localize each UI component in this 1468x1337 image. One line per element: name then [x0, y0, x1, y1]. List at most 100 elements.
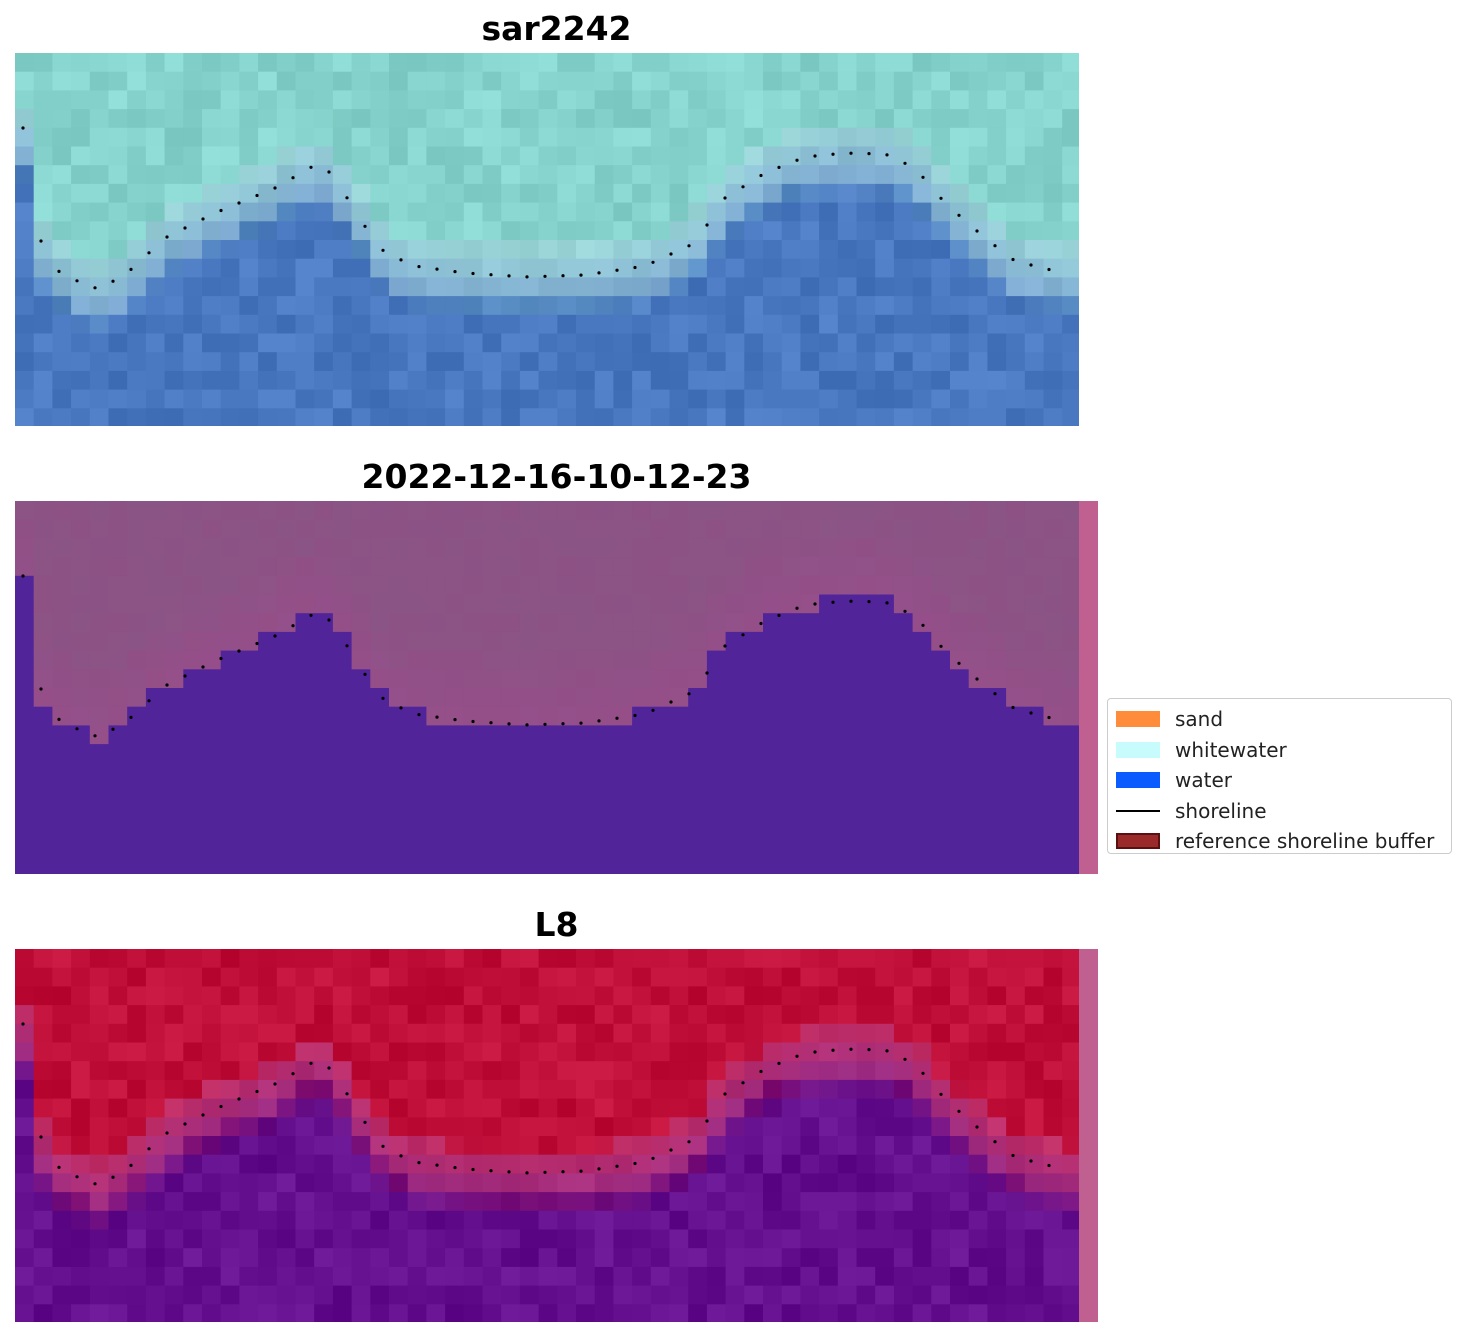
pixel-cell [781, 1173, 801, 1193]
pixel-cell [15, 221, 35, 241]
pixel-cell [183, 1248, 203, 1268]
pixel-cell [613, 650, 633, 670]
pixel-cell [1043, 744, 1063, 764]
pixel-cell [1043, 109, 1063, 129]
pixel-cell [33, 1117, 53, 1137]
pixel-cell [968, 594, 988, 614]
pixel-cell [893, 1079, 914, 1100]
pixel-cell [164, 389, 184, 409]
pixel-cell [931, 706, 951, 726]
pixel-cell [389, 370, 409, 391]
pixel-cell [632, 53, 652, 73]
shoreline-point [93, 286, 97, 290]
pixel-cell [332, 109, 353, 129]
pixel-cell [239, 594, 259, 614]
pixel-cell [931, 631, 951, 652]
pixel-cell [519, 314, 540, 335]
pixel-cell [968, 856, 988, 874]
shoreline-point [219, 1104, 223, 1109]
pixel-cell [950, 370, 970, 391]
pixel-cell [258, 71, 278, 91]
pixel-cell [856, 333, 876, 353]
shoreline-point [255, 1089, 259, 1094]
pixel-cell [538, 258, 558, 278]
pixel-cell [557, 90, 577, 110]
pixel-cell [389, 613, 409, 633]
pixel-cell [594, 296, 614, 316]
pixel-cell [688, 1229, 708, 1249]
pixel-cell [89, 650, 110, 670]
pixel-cell [763, 1042, 783, 1062]
pixel-cell [351, 519, 371, 539]
pixel-cell [164, 967, 184, 987]
pixel-cell [968, 1266, 988, 1287]
pixel-cell [706, 352, 727, 372]
pixel-cell [632, 1136, 652, 1156]
pixel-cell [632, 370, 652, 391]
pixel-cell [258, 501, 278, 521]
pixel-cell [875, 1023, 895, 1044]
pixel-cell [613, 221, 633, 241]
pixel-cell [33, 71, 53, 91]
shoreline-point [975, 229, 979, 233]
shoreline-point [273, 186, 277, 190]
pixel-cell [501, 71, 521, 91]
pixel-cell [445, 725, 465, 745]
pixel-cell [407, 165, 427, 185]
pixel-cell [108, 650, 128, 670]
pixel-cell [52, 818, 72, 839]
satellite-rgb-image [15, 53, 1079, 426]
pixel-cell [893, 538, 914, 558]
pixel-cell [557, 202, 577, 222]
pixel-cell [202, 1173, 222, 1193]
pixel-cell [613, 1023, 633, 1044]
pixel-cell [370, 109, 390, 129]
pixel-cell [71, 706, 91, 726]
pixel-cell [819, 1117, 839, 1137]
pixel-cell [800, 1005, 820, 1025]
pixel-cell [538, 183, 558, 204]
pixel-cell [763, 725, 783, 745]
pixel-cell [763, 688, 783, 708]
pixel-cell [445, 781, 465, 801]
pixel-cell [837, 258, 858, 278]
pixel-cell [763, 650, 783, 670]
pixel-cell [33, 1136, 53, 1156]
pixel-cell [295, 1248, 315, 1268]
pixel-cell [426, 594, 446, 614]
pixel-cell [15, 1042, 35, 1062]
pixel-cell [202, 258, 222, 278]
pixel-cell [52, 1098, 72, 1118]
pixel-cell [71, 1192, 91, 1212]
pixel-cell [1043, 240, 1063, 260]
pixel-cell [202, 296, 222, 316]
pixel-cell [725, 1136, 745, 1156]
pixel-cell [669, 240, 689, 260]
pixel-cell [1062, 352, 1079, 372]
pixel-cell [52, 240, 72, 260]
pixel-cell [1043, 1005, 1063, 1025]
pixel-cell [781, 127, 801, 148]
pixel-cell [931, 986, 951, 1006]
pixel-cell [89, 706, 110, 726]
pixel-cell [875, 967, 895, 987]
pixel-cell [127, 744, 147, 764]
pixel-cell [1062, 800, 1082, 820]
pixel-cell [407, 1192, 427, 1212]
pixel-cell [183, 856, 203, 874]
pixel-cell [1043, 781, 1063, 801]
shoreline-point [147, 699, 151, 703]
pixel-cell [650, 71, 671, 91]
shoreline-point [165, 235, 169, 239]
pixel-cell [594, 613, 614, 633]
pixel-cell [501, 202, 521, 222]
pixel-cell [594, 669, 614, 689]
pixel-cell [557, 333, 577, 353]
pixel-cell [370, 594, 390, 614]
pixel-cell [258, 277, 278, 297]
pixel-cell [33, 1266, 53, 1287]
pixel-cell [239, 1042, 259, 1062]
pixel-cell [1043, 71, 1063, 91]
pixel-cell [295, 1229, 315, 1249]
pixel-cell [33, 706, 53, 726]
